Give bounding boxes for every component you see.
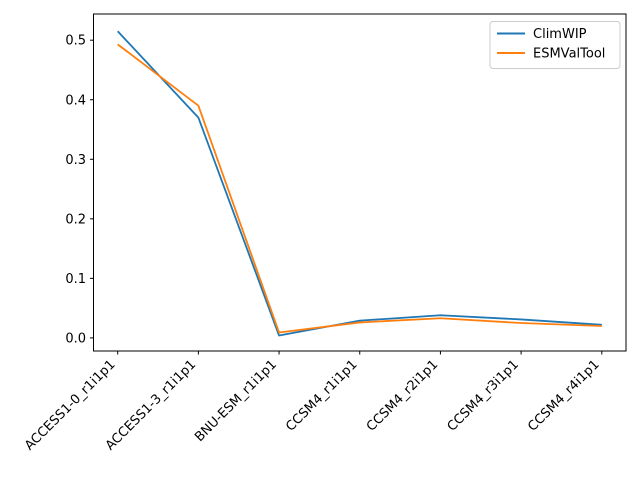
- series-line-esmvaltool: [117, 43, 602, 334]
- legend: ClimWIP ESMValTool: [489, 21, 621, 69]
- y-tick-label: 0.1: [65, 272, 86, 287]
- y-tick-label: 0.2: [65, 212, 86, 227]
- x-tick-label: CCSM4_r3i1p1: [445, 357, 522, 434]
- x-tick-label: CCSM4_r1i1p1: [283, 357, 360, 434]
- x-tick-label: ACCESS1-0_r1i1p1: [22, 357, 118, 453]
- x-tick-label: CCSM4_r2i1p1: [364, 357, 441, 434]
- y-tick-label: 0.5: [65, 34, 86, 49]
- series-line-climwip: [117, 30, 602, 337]
- x-tick-label: BNU-ESM_r1i1p1: [192, 357, 280, 445]
- y-tick-label: 0.4: [65, 93, 86, 108]
- legend-label-esmvaltool: ESMValTool: [533, 47, 605, 62]
- x-tick-label: CCSM4_r4i1p1: [525, 357, 602, 434]
- x-tick-label: ACCESS1-3_r1i1p1: [103, 357, 199, 453]
- y-tick-label: 0.0: [65, 331, 86, 346]
- plot-border: [93, 13, 627, 352]
- axes: 0.0 0.1 0.2 0.3 0.4 0.5 ACCESS1-0_r1i1p1ACCESS…: [22, 34, 602, 454]
- legend-label-climwip: ClimWIP: [533, 27, 587, 42]
- y-tick-label: 0.3: [65, 153, 86, 168]
